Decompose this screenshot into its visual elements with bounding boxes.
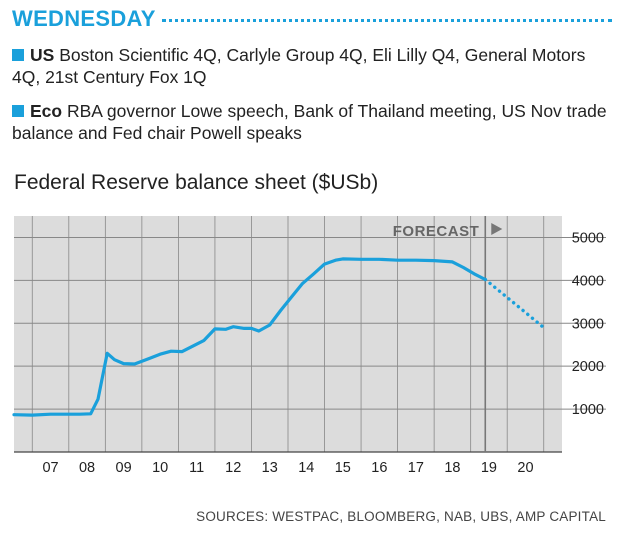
y-tick-label: 2000 bbox=[572, 359, 604, 375]
x-tick-label: 15 bbox=[335, 460, 351, 476]
x-tick-label: 18 bbox=[444, 460, 460, 476]
y-tick-label: 1000 bbox=[572, 402, 604, 418]
x-tick-label: 07 bbox=[42, 460, 58, 476]
chart-title: Federal Reserve balance sheet ($USb) bbox=[14, 171, 379, 194]
event-item-eco: Eco RBA governor Lowe speech, Bank of Th… bbox=[12, 100, 612, 144]
event-item-us: US Boston Scientific 4Q, Carlyle Group 4… bbox=[12, 44, 612, 88]
x-tick-label: 14 bbox=[298, 460, 314, 476]
x-tick-label: 20 bbox=[517, 460, 533, 476]
source-note: SOURCES: WESTPAC, BLOOMBERG, NAB, UBS, A… bbox=[196, 509, 606, 524]
day-heading: WEDNESDAY bbox=[12, 6, 156, 31]
event-label: US bbox=[30, 45, 55, 65]
forecast-label: FORECAST bbox=[393, 223, 480, 240]
x-tick-label: 17 bbox=[408, 460, 424, 476]
bullet-square-icon bbox=[12, 49, 24, 61]
bullet-square-icon bbox=[12, 105, 24, 117]
forecast-arrow-icon bbox=[491, 223, 503, 235]
x-tick-label: 13 bbox=[262, 460, 278, 476]
x-tick-label: 11 bbox=[189, 460, 204, 476]
x-tick-label: 09 bbox=[116, 460, 132, 476]
x-tick-label: 19 bbox=[481, 460, 497, 476]
header: WEDNESDAY bbox=[12, 6, 612, 36]
y-tick-label: 5000 bbox=[572, 230, 604, 246]
x-tick-label: 08 bbox=[79, 460, 95, 476]
y-tick-label: 4000 bbox=[572, 273, 604, 289]
y-tick-label: 3000 bbox=[572, 316, 604, 332]
x-tick-label: 12 bbox=[225, 460, 241, 476]
x-tick-label: 10 bbox=[152, 460, 168, 476]
series-line bbox=[12, 257, 487, 417]
event-text: RBA governor Lowe speech, Bank of Thaila… bbox=[12, 101, 607, 143]
event-label: Eco bbox=[30, 101, 63, 121]
dotted-rule bbox=[162, 19, 612, 22]
event-text: Boston Scientific 4Q, Carlyle Group 4Q, … bbox=[12, 45, 586, 87]
x-tick-label: 16 bbox=[371, 460, 387, 476]
